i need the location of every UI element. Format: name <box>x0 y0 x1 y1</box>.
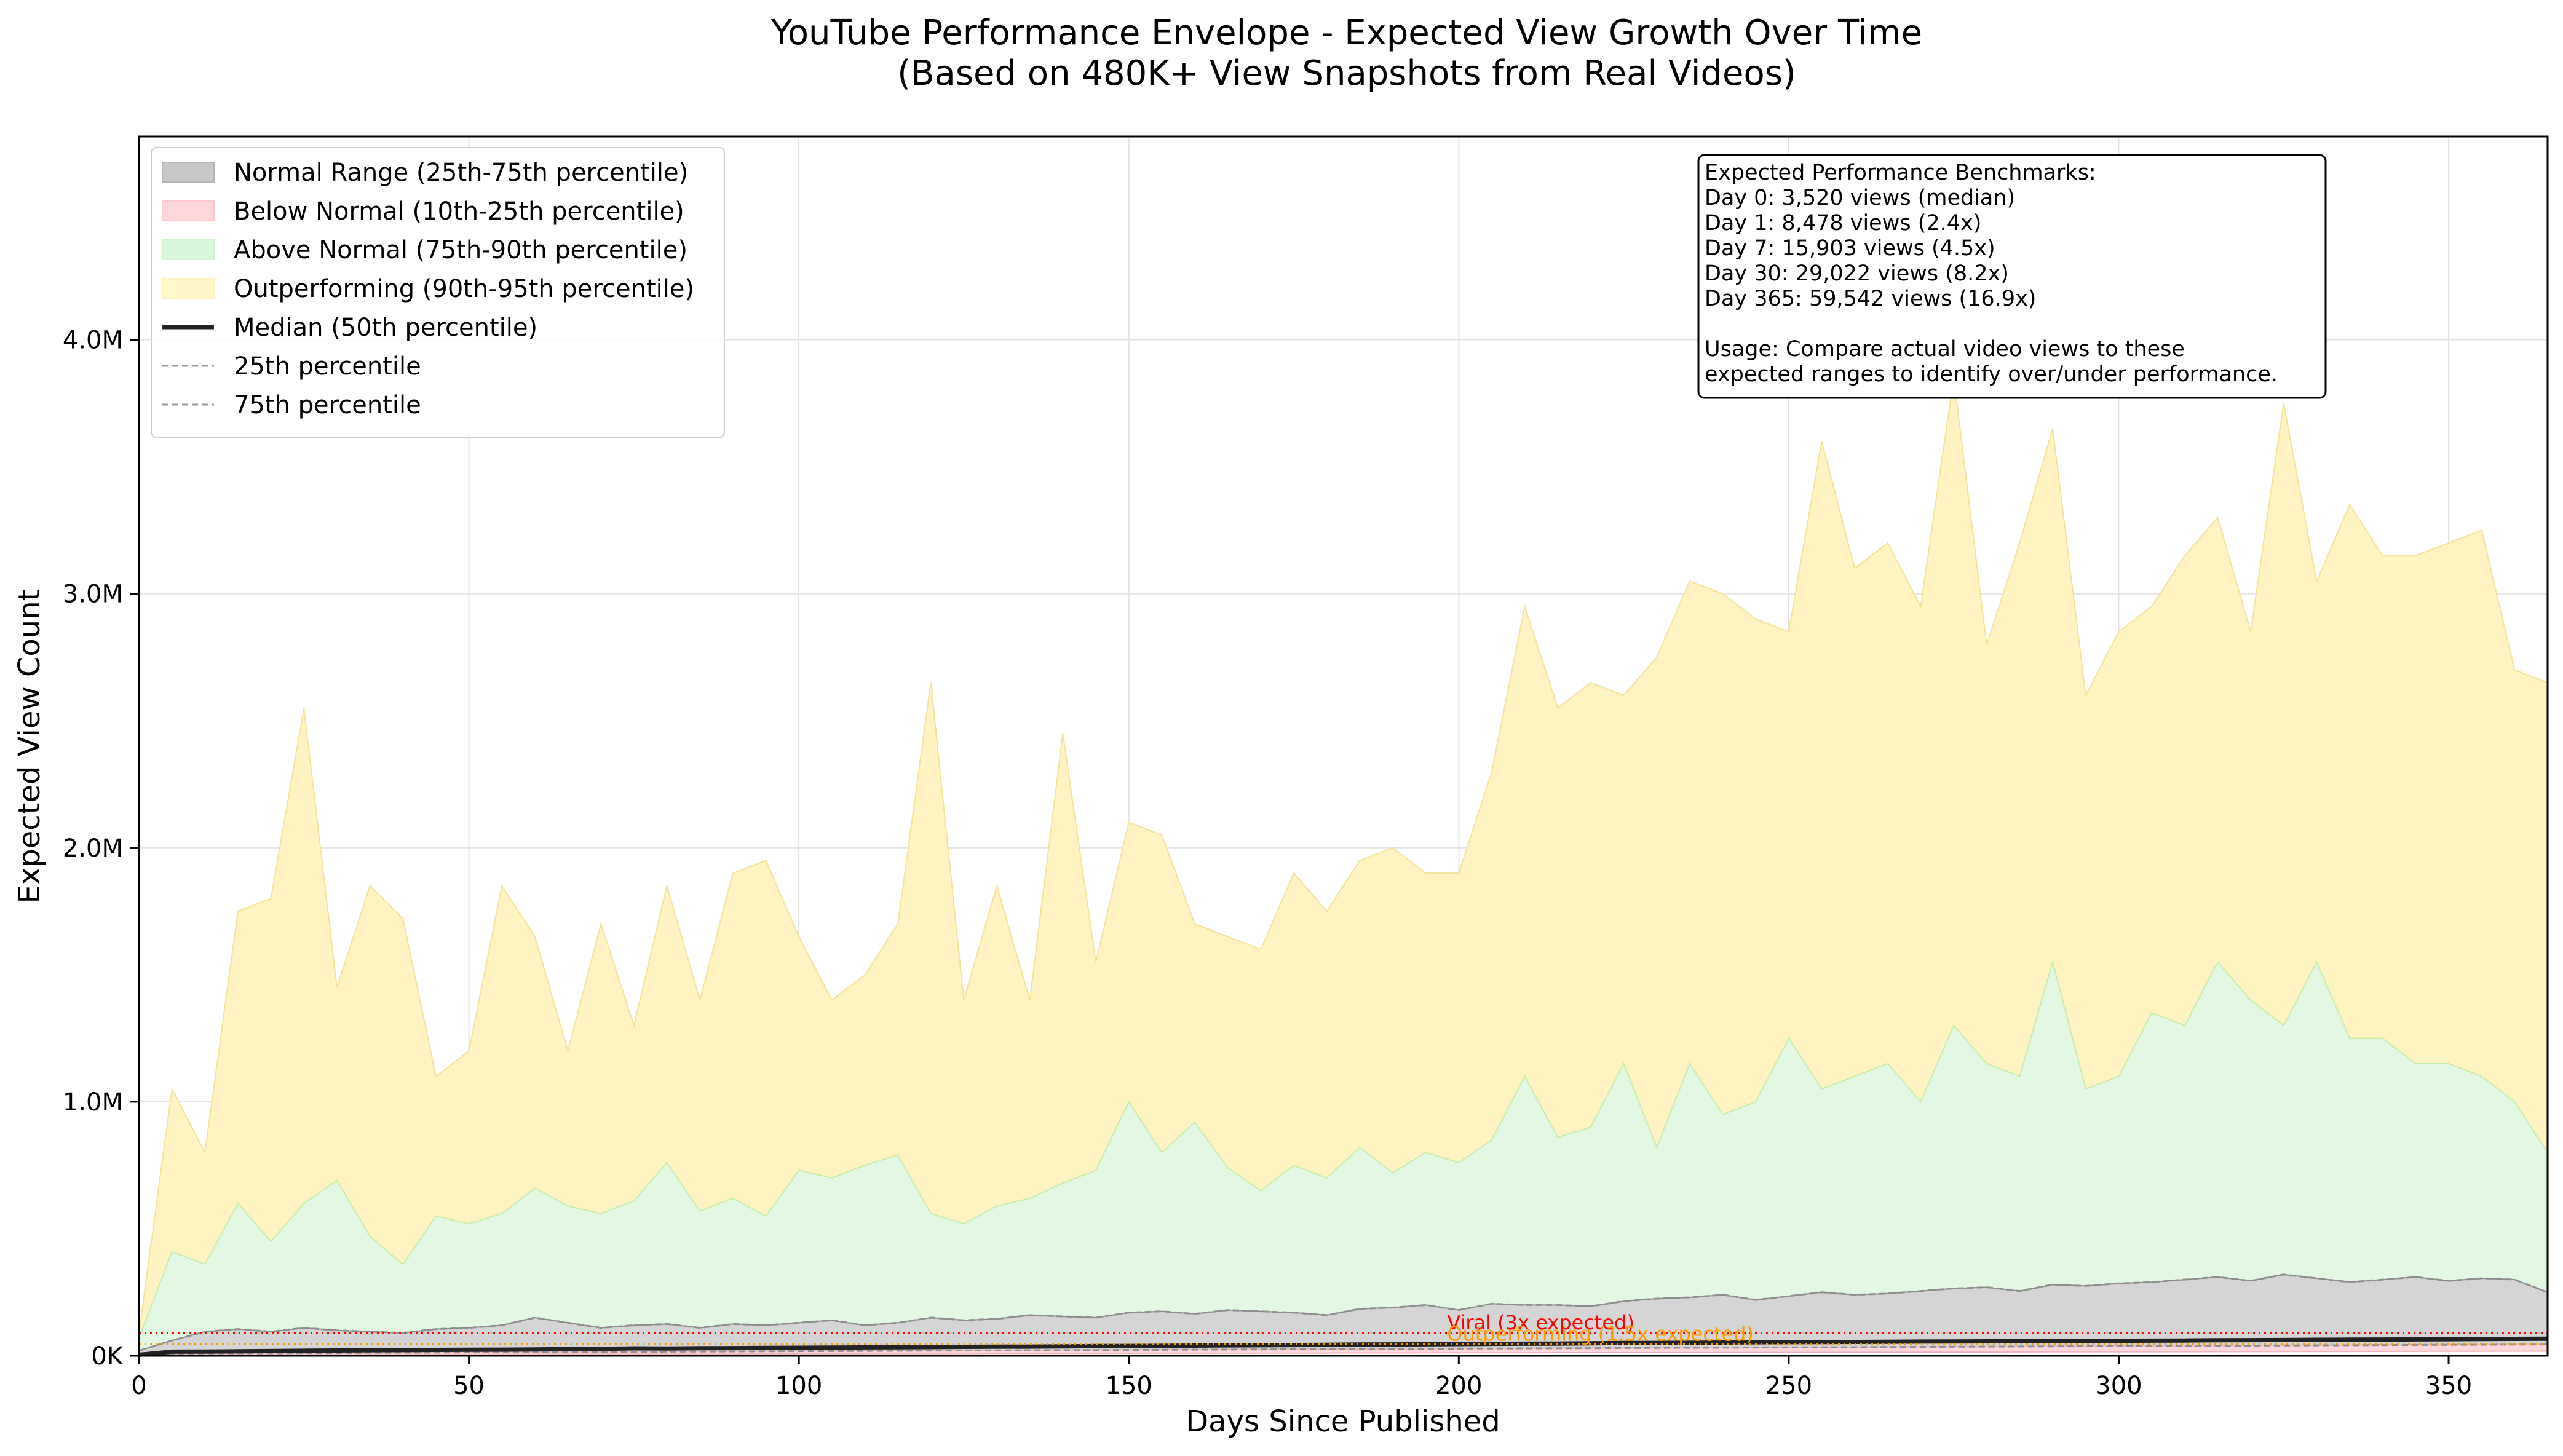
legend-label: 75th percentile <box>234 391 421 419</box>
x-tick-label: 150 <box>1106 1372 1152 1400</box>
benchmarks-box: Expected Performance Benchmarks:Day 0: 3… <box>1697 154 2327 399</box>
benchmark-line: Usage: Compare actual video views to the… <box>1705 337 2185 362</box>
y-tick-label: 1.0M <box>63 1088 123 1117</box>
benchmark-line: Day 0: 3,520 views (median) <box>1705 186 2015 210</box>
reference-label: Outperforming (1.5x expected) <box>1447 1322 1754 1345</box>
y-tick-label: 4.0M <box>63 326 123 355</box>
x-axis-ticks: 0 50 100 150 200 250 300 350 <box>131 1356 2472 1400</box>
legend-label: 25th percentile <box>234 352 421 381</box>
x-tick-label: 50 <box>453 1372 485 1400</box>
percentile-lines <box>138 1273 2548 1357</box>
x-tick-label: 100 <box>775 1372 822 1400</box>
legend-swatch <box>162 239 215 260</box>
benchmark-line: Day 30: 29,022 views (8.2x) <box>1705 261 2009 286</box>
line-75th-percentile <box>138 1273 2548 1352</box>
legend-label: Median (50th percentile) <box>234 314 537 342</box>
benchmark-line: expected ranges to identify over/under p… <box>1705 362 2278 387</box>
y-tick-label: 0K <box>91 1342 124 1371</box>
x-tick-label: 350 <box>2425 1372 2472 1400</box>
y-axis-ticks: 0K 1.0M 2.0M 3.0M 4.0M <box>63 326 139 1371</box>
benchmarks-frame <box>1697 154 2327 399</box>
benchmark-line: Day 1: 8,478 views (2.4x) <box>1705 211 1981 235</box>
legend-swatch <box>162 200 215 221</box>
line-25th-percentile <box>138 1343 2548 1356</box>
y-axis-label: Expected View Count <box>12 590 47 904</box>
legend-label: Outperforming (90th-95th percentile) <box>234 275 694 303</box>
line-median <box>138 1336 2548 1357</box>
legend-swatch <box>162 278 215 299</box>
reference-lines: Viral (3x expected)Outperforming (1.5x e… <box>139 1311 2548 1345</box>
legend: Normal Range (25th-75th percentile) Below… <box>151 147 725 438</box>
chart-title: YouTube Performance Envelope - Expected … <box>770 13 1922 53</box>
x-tick-label: 0 <box>131 1372 146 1400</box>
y-tick-label: 2.0M <box>63 834 123 863</box>
y-tick-label: 3.0M <box>63 580 123 609</box>
reference-label: Viral (3x expected) <box>1447 1311 1634 1334</box>
benchmark-line: Expected Performance Benchmarks: <box>1705 160 2096 185</box>
legend-box <box>151 147 725 438</box>
plot-frame <box>138 135 2549 1357</box>
x-axis-label: Days Since Published <box>1186 1404 1500 1439</box>
x-tick-label: 250 <box>1765 1372 1812 1400</box>
x-tick-label: 300 <box>2095 1372 2142 1400</box>
x-tick-label: 200 <box>1435 1372 1482 1400</box>
legend-swatch <box>162 162 215 183</box>
legend-label: Normal Range (25th-75th percentile) <box>234 159 688 187</box>
legend-label: Below Normal (10th-25th percentile) <box>234 197 684 226</box>
legend-label: Above Normal (75th-90th percentile) <box>234 236 687 264</box>
benchmark-line: Day 7: 15,903 views (4.5x) <box>1705 236 1995 261</box>
chart-subtitle: (Based on 480K+ View Snapshots from Real… <box>897 53 1796 93</box>
benchmark-line: Day 365: 59,542 views (16.9x) <box>1705 287 2036 311</box>
percentile-bands <box>138 378 2548 1356</box>
